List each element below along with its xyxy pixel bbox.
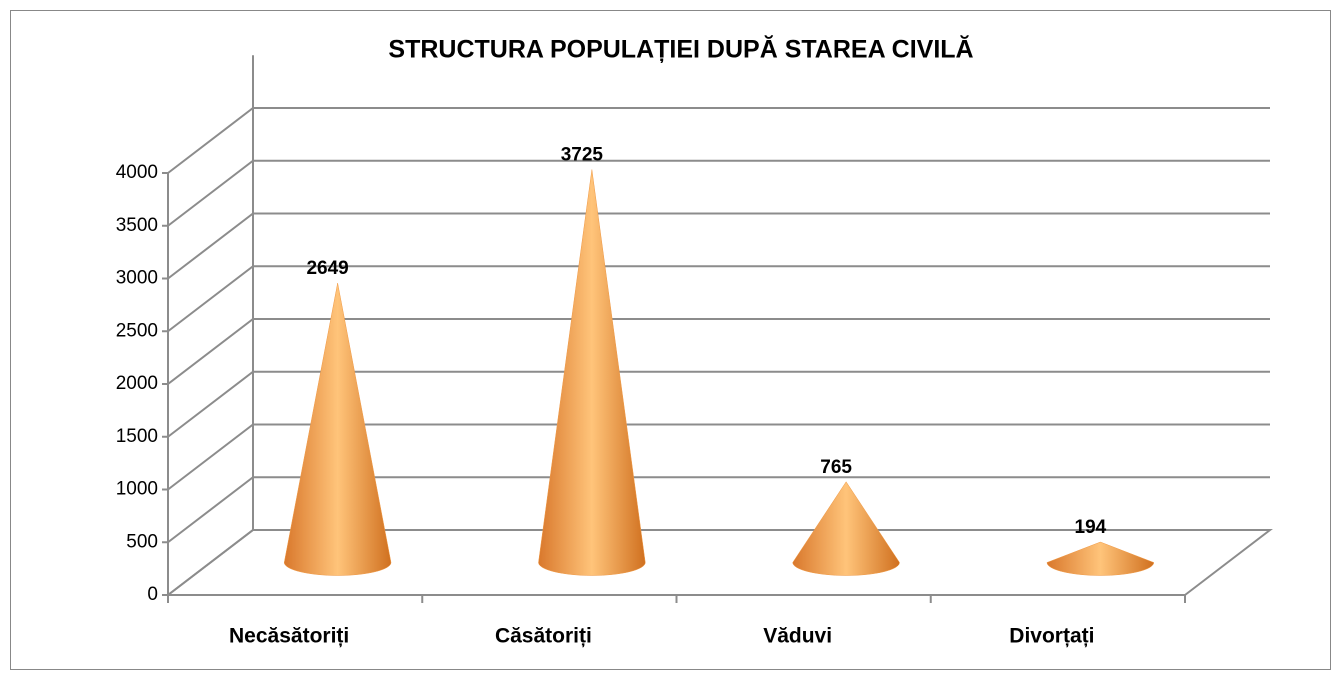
grid-line [167,159,1270,227]
data-label: 194 [1075,517,1107,538]
grid-line [167,529,1270,596]
chart-title: STRUCTURA POPULAȚIEI DUPĂ STAREA CIVILĂ [388,35,973,64]
cone [1046,541,1155,576]
y-tick-label: 3500 [116,215,158,236]
cone [283,282,392,576]
grid-line [167,318,1270,385]
y-tick-label: 2500 [116,320,158,341]
grid-line [167,265,1270,333]
data-label: 3725 [561,145,604,166]
data-label: 2649 [306,258,348,279]
y-tick-label: 500 [126,531,158,552]
data-label: 765 [820,457,852,478]
x-tick-label: Căsătoriți [495,625,592,648]
grid-line [167,476,1270,544]
y-tick-label: 1000 [116,479,158,500]
y-tick-label: 4000 [116,162,158,183]
grid-line [167,212,1270,280]
grid-line [167,370,1270,438]
x-tick-label: Văduvi [763,625,832,648]
grid-line [167,423,1270,491]
cone [792,481,900,576]
y-tick-label: 2000 [116,373,158,394]
y-tick-label: 3000 [116,268,158,289]
y-tick-label: 1500 [116,426,158,447]
cone [538,169,646,576]
x-tick-label: Necăsătoriți [229,625,349,648]
x-tick-label: Divorțați [1009,625,1094,648]
grid-line [167,107,1270,174]
y-tick-label: 0 [147,584,158,605]
